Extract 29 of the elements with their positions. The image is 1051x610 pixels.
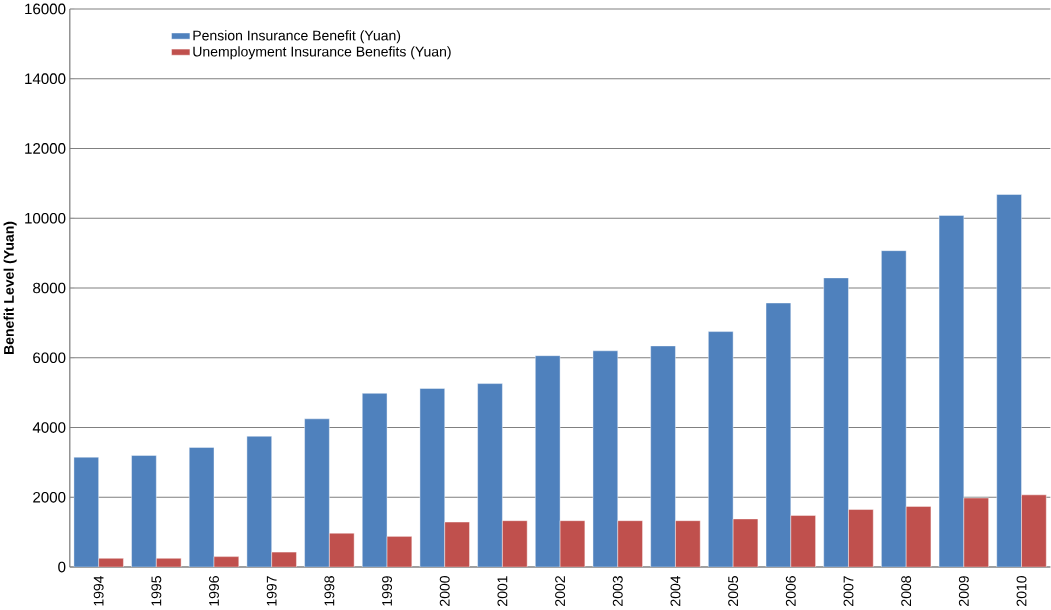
x-tick-label: 2010 [1016,575,1027,606]
x-tick-label: 2005 [728,575,739,606]
legend-label: Pension Insurance Benefit (Yuan) [193,30,401,44]
x-tick-label: 2002 [555,576,566,606]
x-tick-label: 2001 [497,576,508,606]
y-tick-label: 8000 [33,282,66,294]
y-tick-label: 10000 [25,212,66,224]
y-tick-label: 16000 [25,3,66,15]
y-tick-label: 12000 [25,143,66,154]
x-tick-label: 1999 [382,576,392,606]
x-tick-label: 1996 [209,575,219,606]
x-tick-label: 2009 [958,576,969,606]
x-tick-label: 2000 [439,575,450,606]
x-tick-label: 2007 [843,576,854,606]
x-tick-label: 2003 [612,575,623,606]
y-tick-label: 6000 [33,352,66,363]
x-tick-label: 1997 [266,576,277,606]
y-tick-label: 0 [58,561,66,573]
y-tick-label: 4000 [32,422,66,433]
x-tick-label: 1994 [93,575,104,606]
y-tick-label: 14000 [25,73,66,84]
x-tick-label: 2008 [901,575,912,606]
y-tick-label: 2000 [33,491,66,503]
x-tick-label: 2004 [670,575,681,606]
x-tick-label: 2006 [785,575,796,606]
x-tick-label: 1995 [151,575,162,606]
x-tick-label: 1998 [324,575,335,606]
legend-label: Unemployment Insurance Benefits (Yuan) [193,46,451,60]
y-axis-title: Benefit Level (Yuan) [3,221,17,354]
